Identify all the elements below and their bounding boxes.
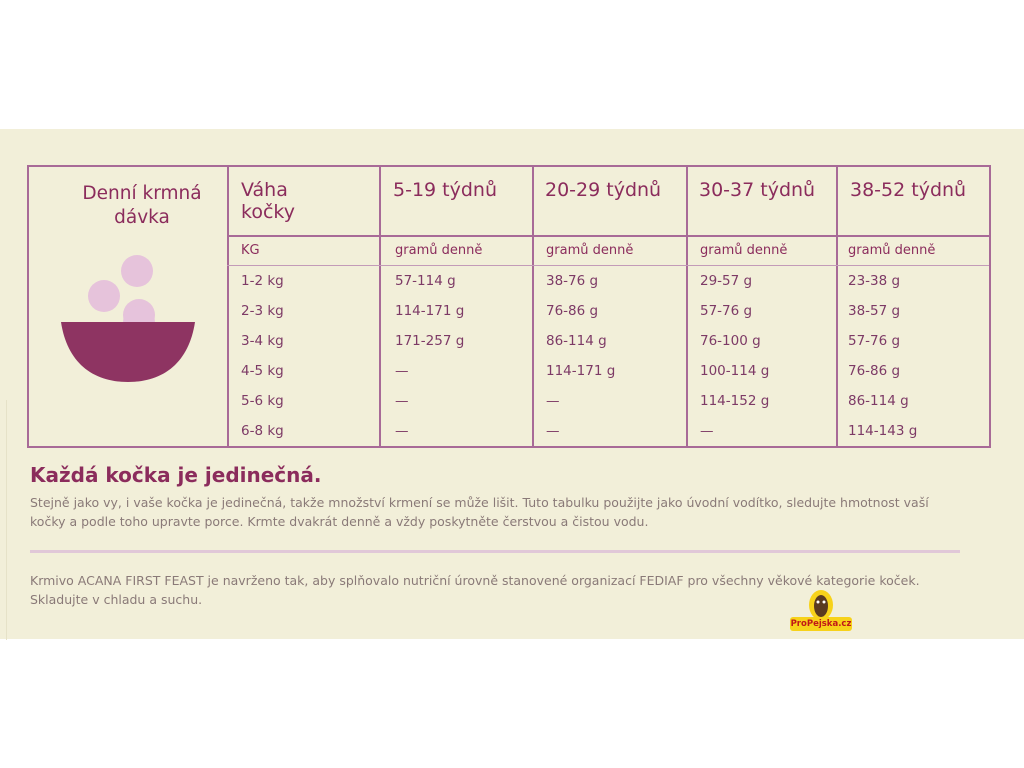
divider (379, 167, 381, 446)
portion-cell: 38-57 g (848, 303, 901, 319)
dog-logo-icon (809, 590, 833, 620)
portion-cell: 114-171 g (395, 303, 465, 319)
portion-cell: 29-57 g (700, 273, 753, 289)
feeding-table: Denní krmná dávka Váha kočky 5-19 týdnů … (27, 165, 991, 448)
weight-header: Váha kočky (241, 179, 295, 223)
bowl-icon (61, 255, 195, 382)
portion-cell: 100-114 g (700, 363, 770, 379)
portion-cell: 114-171 g (546, 363, 616, 379)
portion-cell: — (395, 393, 409, 409)
portion-cell: — (395, 423, 409, 439)
header-divider (227, 235, 989, 237)
section-heading: Každá kočka je jedinečná. (30, 463, 322, 487)
portion-cell: 114-143 g (848, 423, 918, 439)
separator (30, 550, 960, 553)
age-header: 20-29 týdnů (545, 179, 662, 201)
divider (836, 167, 838, 446)
note-paragraph: Krmivo ACANA FIRST FEAST je navrženo tak… (30, 573, 920, 607)
logo-text: ProPejska.cz (790, 617, 852, 631)
divider (532, 167, 534, 446)
weight-cell: 1-2 kg (241, 273, 284, 289)
weight-cell: 4-5 kg (241, 363, 284, 379)
unit-label: gramů denně (700, 243, 788, 258)
content-panel (0, 129, 1024, 639)
portion-cell: 86-114 g (848, 393, 909, 409)
weight-cell: 6-8 kg (241, 423, 284, 439)
edge-line (6, 400, 7, 640)
portion-cell: — (395, 363, 409, 379)
portion-cell: 38-76 g (546, 273, 599, 289)
portion-cell: 114-152 g (700, 393, 770, 409)
age-header: 5-19 týdnů (393, 179, 497, 201)
weight-cell: 5-6 kg (241, 393, 284, 409)
unit-label: gramů denně (546, 243, 634, 258)
portion-cell: 57-114 g (395, 273, 456, 289)
unit-divider (227, 265, 989, 266)
weight-cell: 3-4 kg (241, 333, 284, 349)
unit-label: gramů denně (848, 243, 936, 258)
portion-cell: 23-38 g (848, 273, 901, 289)
portion-cell: 57-76 g (848, 333, 901, 349)
portion-cell: 57-76 g (700, 303, 753, 319)
portion-cell: — (546, 423, 560, 439)
portion-cell: — (546, 393, 560, 409)
portion-cell: 86-114 g (546, 333, 607, 349)
unit-label: gramů denně (395, 243, 483, 258)
paragraph: Stejně jako vy, i vaše kočka je jedinečn… (30, 495, 929, 529)
portion-cell: 76-86 g (848, 363, 901, 379)
portion-cell: 76-86 g (546, 303, 599, 319)
propejska-logo[interactable]: ProPejska.cz (790, 588, 852, 636)
weight-cell: 2-3 kg (241, 303, 284, 319)
table-title: Denní krmná dávka (82, 183, 202, 228)
age-header: 38-52 týdnů (850, 179, 967, 201)
portion-cell: — (700, 423, 714, 439)
divider (227, 167, 229, 446)
portion-cell: 171-257 g (395, 333, 465, 349)
age-header: 30-37 týdnů (699, 179, 816, 201)
divider (686, 167, 688, 446)
portion-cell: 76-100 g (700, 333, 761, 349)
weight-unit: KG (241, 243, 260, 258)
